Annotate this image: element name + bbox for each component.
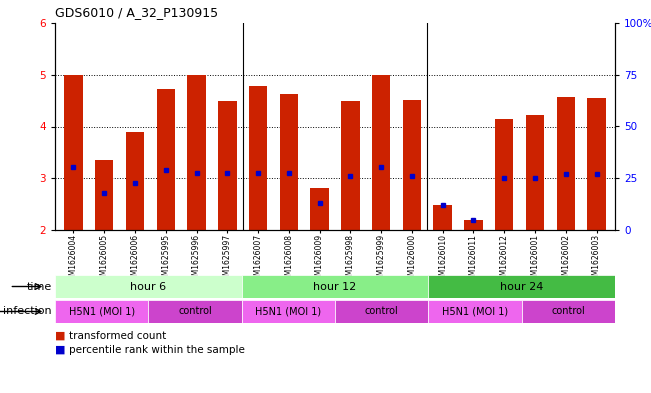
Bar	[218, 101, 236, 230]
Bar	[428, 275, 615, 298]
Bar	[55, 275, 242, 298]
Bar	[249, 86, 268, 230]
Bar	[521, 300, 615, 323]
Bar	[557, 97, 575, 230]
Bar	[372, 75, 391, 230]
Bar	[242, 300, 335, 323]
Text: time: time	[27, 281, 51, 292]
Text: GDS6010 / A_32_P130915: GDS6010 / A_32_P130915	[55, 6, 218, 19]
Bar	[341, 101, 359, 230]
Bar	[148, 300, 242, 323]
Bar	[335, 300, 428, 323]
Bar	[55, 300, 148, 323]
Bar	[242, 275, 428, 298]
Bar	[64, 75, 83, 230]
Text: H5N1 (MOI 1): H5N1 (MOI 1)	[255, 307, 322, 316]
Text: control: control	[551, 307, 585, 316]
Text: H5N1 (MOI 1): H5N1 (MOI 1)	[442, 307, 508, 316]
Text: H5N1 (MOI 1): H5N1 (MOI 1)	[68, 307, 135, 316]
Bar	[187, 75, 206, 230]
Bar	[280, 94, 298, 230]
Bar	[495, 119, 514, 230]
Bar	[434, 205, 452, 230]
Bar	[464, 220, 482, 230]
Text: hour 12: hour 12	[313, 281, 357, 292]
Text: transformed count: transformed count	[69, 331, 167, 341]
Text: ■: ■	[55, 345, 66, 355]
Bar	[403, 99, 421, 230]
Text: percentile rank within the sample: percentile rank within the sample	[69, 345, 245, 355]
Bar	[587, 98, 606, 230]
Text: control: control	[178, 307, 212, 316]
Bar	[126, 132, 145, 230]
Bar	[311, 187, 329, 230]
Text: hour 6: hour 6	[130, 281, 167, 292]
Bar	[156, 89, 175, 230]
Text: control: control	[365, 307, 398, 316]
Bar	[428, 300, 521, 323]
Bar	[526, 115, 544, 230]
Bar	[95, 160, 113, 230]
Text: infection: infection	[3, 307, 51, 316]
Text: hour 24: hour 24	[500, 281, 544, 292]
Text: ■: ■	[55, 331, 66, 341]
